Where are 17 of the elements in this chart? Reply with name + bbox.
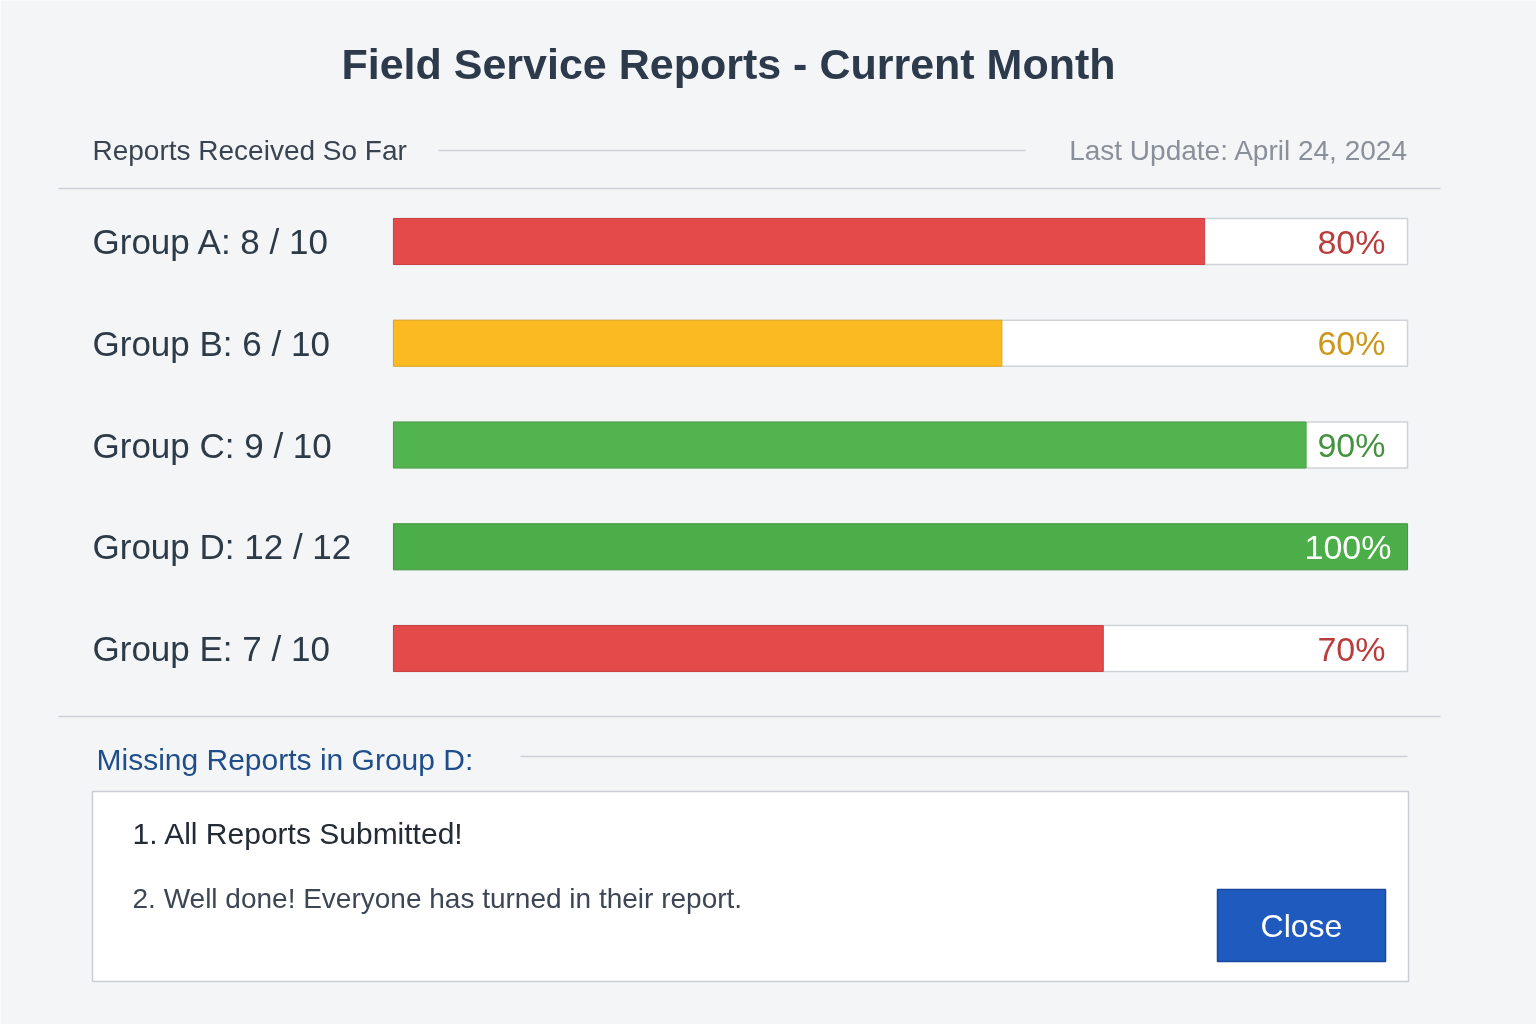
- chart-title: Field Service Reports - Current Month: [341, 39, 1116, 88]
- data-label: 90%: [1317, 426, 1386, 464]
- text: Last Update: April 24, 2024: [1069, 135, 1407, 166]
- data-label: 100%: [1304, 527, 1392, 566]
- text: Close: [1260, 907, 1343, 944]
- chart-subtitle: Reports Received So Far: [92, 135, 407, 166]
- data-label: 70%: [1317, 629, 1386, 668]
- y-tick-label: Group D: 12 / 12: [92, 527, 352, 567]
- text: Missing Reports in Group D:: [96, 743, 474, 776]
- text: 1. All Reports Submitted!: [132, 817, 463, 850]
- y-tick-label: Group E: 7 / 10: [92, 629, 330, 668]
- y-tick-label: Group A: 8 / 10: [92, 222, 328, 261]
- data-label: 60%: [1317, 324, 1386, 363]
- y-tick-label: Group B: 6 / 10: [92, 323, 330, 363]
- y-tick-label: Group C: 9 / 10: [92, 425, 332, 465]
- data-label: 80%: [1317, 222, 1386, 261]
- text: 2. Well done! Everyone has turned in their report.: [132, 883, 743, 914]
